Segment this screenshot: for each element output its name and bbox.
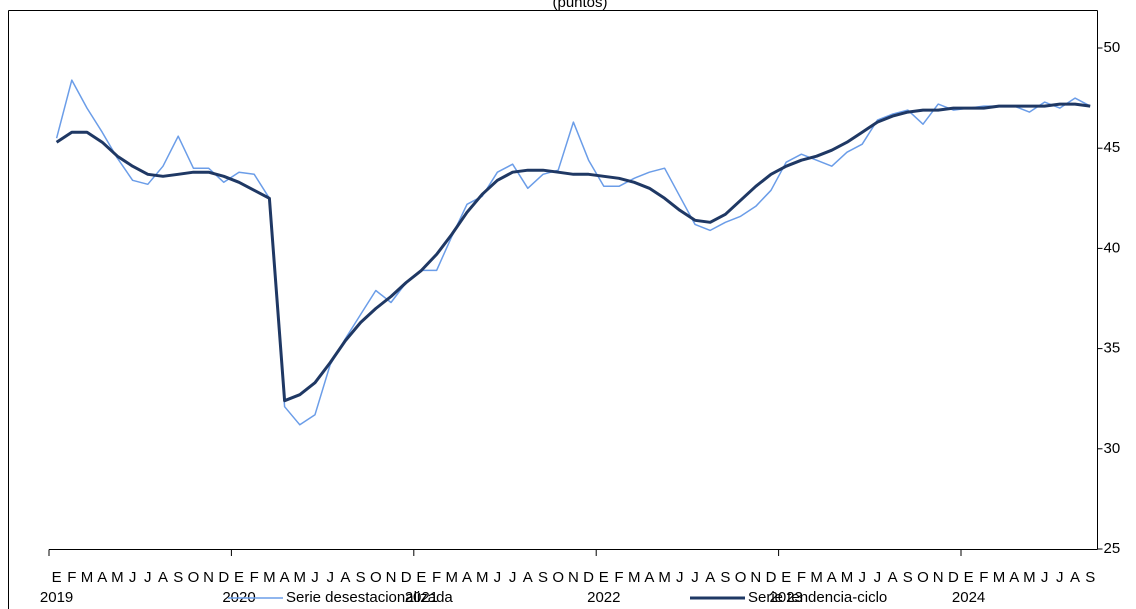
x-tick-label: N xyxy=(750,569,761,586)
x-tick-label: O xyxy=(552,569,564,586)
x-tick-label: S xyxy=(903,569,913,586)
x-tick-label: S xyxy=(538,569,548,586)
x-tick-label: M xyxy=(993,569,1006,586)
x-tick-label: J xyxy=(1041,569,1049,586)
x-tick-label: J xyxy=(494,569,502,586)
x-tick-label: E xyxy=(234,569,244,586)
x-tick-label: A xyxy=(1009,569,1019,586)
year-label: 2023 xyxy=(770,589,803,606)
x-tick-label: E xyxy=(416,569,426,586)
x-tick-label: N xyxy=(203,569,214,586)
series-line xyxy=(55,79,1091,426)
legend-label: Serie tendencia-ciclo xyxy=(748,589,887,606)
x-tick-label: J xyxy=(509,569,517,586)
year-label: 2019 xyxy=(40,589,73,606)
x-tick-label: M xyxy=(841,569,854,586)
x-tick-label: M xyxy=(81,569,94,586)
x-tick-label: D xyxy=(583,569,594,586)
x-tick-label: S xyxy=(720,569,730,586)
x-tick-label: J xyxy=(311,569,319,586)
year-label: 2022 xyxy=(587,589,620,606)
x-tick-label: M xyxy=(810,569,823,586)
year-label: 2024 xyxy=(952,589,985,606)
x-tick-label: J xyxy=(874,569,882,586)
x-tick-label: M xyxy=(628,569,641,586)
x-tick-label: F xyxy=(797,569,806,586)
x-tick-label: A xyxy=(644,569,654,586)
x-tick-label: A xyxy=(1070,569,1080,586)
x-tick-label: J xyxy=(676,569,684,586)
chart-title: (puntos) xyxy=(552,0,607,11)
x-tick-label: J xyxy=(144,569,152,586)
x-tick-label: F xyxy=(979,569,988,586)
x-tick-label: A xyxy=(97,569,107,586)
x-tick-label: D xyxy=(766,569,777,586)
series-line xyxy=(55,102,1091,403)
x-tick-label: O xyxy=(370,569,382,586)
x-tick-label: E xyxy=(599,569,609,586)
x-tick-label: A xyxy=(705,569,715,586)
x-tick-label: A xyxy=(462,569,472,586)
x-tick-label: M xyxy=(658,569,671,586)
x-tick-label: S xyxy=(173,569,183,586)
x-tick-label: A xyxy=(158,569,168,586)
y-tick-label: 25 xyxy=(1104,540,1121,557)
x-tick-label: J xyxy=(858,569,866,586)
y-tick-label: 30 xyxy=(1104,440,1121,457)
x-tick-label: F xyxy=(614,569,623,586)
x-tick-label: N xyxy=(568,569,579,586)
y-tick-label: 40 xyxy=(1104,239,1121,256)
x-tick-label: F xyxy=(67,569,76,586)
x-tick-label: A xyxy=(340,569,350,586)
legend-label: Serie desestacionalizada xyxy=(286,589,453,606)
y-tick-label: 50 xyxy=(1104,39,1121,56)
x-tick-label: O xyxy=(735,569,747,586)
y-tick-label: 45 xyxy=(1104,139,1121,156)
x-tick-label: F xyxy=(432,569,441,586)
x-tick-label: A xyxy=(827,569,837,586)
x-tick-label: M xyxy=(446,569,459,586)
x-tick-label: D xyxy=(218,569,229,586)
x-tick-label: M xyxy=(111,569,124,586)
x-tick-label: D xyxy=(948,569,959,586)
y-tick-label: 35 xyxy=(1104,340,1121,357)
x-tick-label: N xyxy=(386,569,397,586)
x-tick-label: E xyxy=(52,569,62,586)
x-tick-label: J xyxy=(1056,569,1064,586)
x-tick-label: N xyxy=(933,569,944,586)
x-tick-label: D xyxy=(401,569,412,586)
x-tick-label: E xyxy=(964,569,974,586)
x-tick-label: J xyxy=(129,569,137,586)
x-tick-label: A xyxy=(280,569,290,586)
x-tick-label: M xyxy=(294,569,307,586)
x-tick-label: J xyxy=(691,569,699,586)
x-tick-label: E xyxy=(781,569,791,586)
x-tick-label: M xyxy=(476,569,489,586)
x-tick-label: S xyxy=(356,569,366,586)
x-tick-label: F xyxy=(250,569,259,586)
x-tick-label: O xyxy=(188,569,200,586)
x-tick-label: M xyxy=(263,569,276,586)
x-tick-label: S xyxy=(1085,569,1095,586)
x-tick-label: J xyxy=(326,569,334,586)
x-tick-label: A xyxy=(523,569,533,586)
x-tick-label: A xyxy=(888,569,898,586)
x-tick-label: M xyxy=(1023,569,1036,586)
x-tick-label: O xyxy=(917,569,929,586)
year-label: 2021 xyxy=(405,589,438,606)
